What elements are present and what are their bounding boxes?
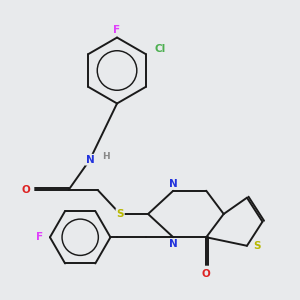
Text: N: N (169, 179, 178, 189)
Text: Cl: Cl (155, 44, 166, 54)
Text: N: N (85, 155, 94, 165)
Text: S: S (253, 241, 260, 251)
Text: N: N (169, 239, 178, 249)
Text: O: O (202, 269, 211, 279)
Text: S: S (116, 209, 124, 219)
Text: F: F (113, 25, 121, 35)
Text: F: F (35, 232, 43, 242)
Text: H: H (102, 152, 110, 161)
Text: O: O (22, 185, 31, 195)
